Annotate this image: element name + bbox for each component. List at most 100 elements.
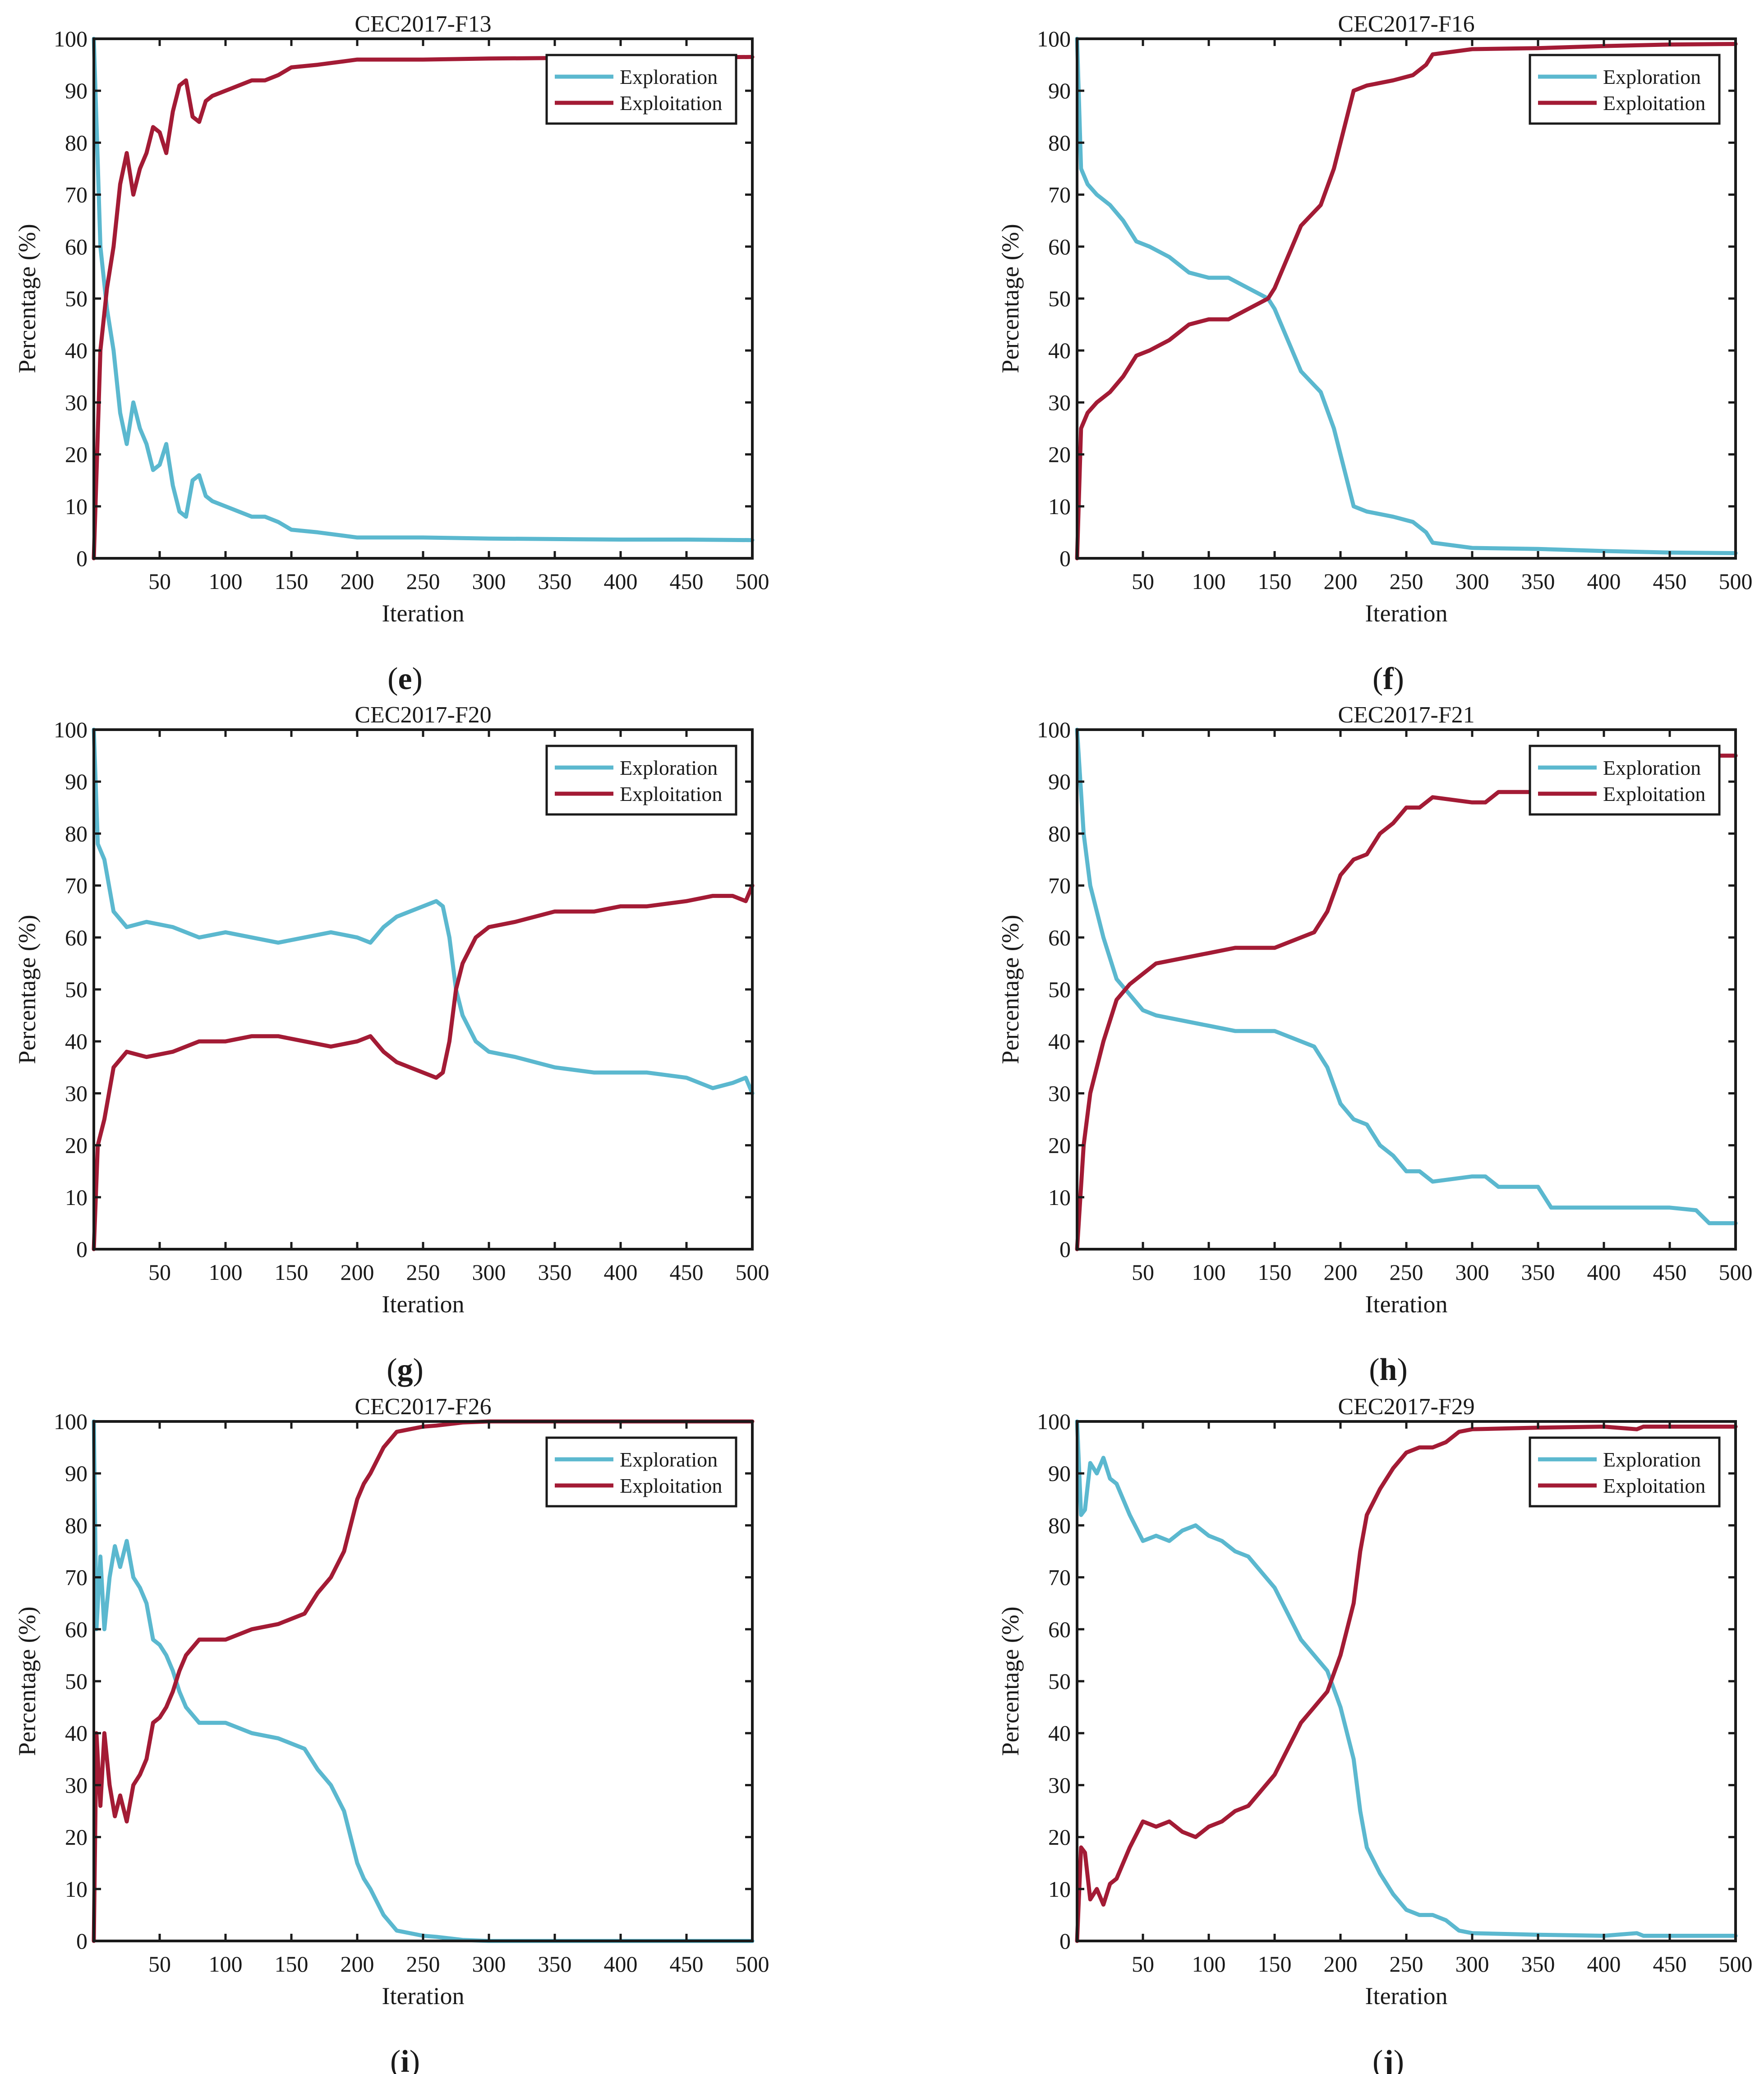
chart-panel-f: 50 100 150 200 250 300 350 400 450 500 0 10 20 30 40 50…	[997, 11, 1753, 696]
caption-letter: i	[401, 2044, 409, 2074]
caption-paren-open: (	[1373, 2044, 1383, 2074]
x-tick-label: 100	[1192, 569, 1226, 594]
legend-label-exploitation: Exploitation	[620, 1474, 722, 1497]
y-tick-label: 100	[1037, 1409, 1071, 1434]
y-tick-label: 20	[1048, 1133, 1071, 1158]
series-line-exploration	[92, 727, 755, 1095]
x-tick-label: 350	[1521, 569, 1555, 594]
series-line-exploitation	[92, 1419, 755, 1943]
panel-caption: (f)	[1373, 662, 1404, 696]
panel-caption: (i)	[390, 2044, 420, 2074]
legend-box	[545, 54, 737, 125]
caption-paren-open: (	[390, 2044, 401, 2074]
legend-box	[1529, 54, 1721, 125]
x-tick-label: 500	[736, 1951, 769, 1977]
legend-label-exploitation: Exploitation	[620, 782, 722, 805]
y-tick-label: 10	[1048, 1185, 1071, 1210]
y-tick-label: 40	[65, 1029, 88, 1054]
series-line-exploration	[1075, 727, 1738, 1225]
legend-label-exploration: Exploration	[1603, 65, 1701, 88]
y-tick-label: 80	[65, 821, 88, 846]
x-tick-label: 50	[1132, 569, 1154, 594]
x-tick-label: 150	[275, 569, 309, 594]
legend-label-exploration: Exploration	[620, 1448, 718, 1471]
legend-label-exploration: Exploration	[620, 65, 718, 88]
caption-paren-open: (	[387, 1352, 397, 1387]
y-tick-label: 50	[1048, 1669, 1071, 1694]
x-tick-label: 100	[209, 1951, 243, 1977]
y-tick-label: 0	[76, 1928, 88, 1954]
y-tick-label: 0	[76, 1237, 88, 1262]
panel-caption: (g)	[387, 1352, 424, 1387]
y-tick-label: 70	[65, 873, 88, 898]
legend-label-exploitation: Exploitation	[1603, 1474, 1705, 1497]
legend-label-exploration: Exploration	[1603, 1448, 1701, 1471]
caption-letter: h	[1380, 1352, 1397, 1387]
x-tick-label: 500	[736, 569, 769, 594]
x-tick-label: 250	[406, 1951, 440, 1977]
chart-panel-j: 50 100 150 200 250 300 350 400 450 500 0 10 20 30 40 50…	[997, 1394, 1753, 2074]
y-tick-label: 30	[1048, 390, 1071, 415]
chart-panel-i: 50 100 150 200 250 300 350 400 450 500 0 10 20 30 40 50…	[14, 1394, 769, 2074]
plot-area	[1077, 1421, 1736, 1941]
y-tick-label: 100	[1037, 26, 1071, 51]
x-tick-label: 400	[604, 1951, 638, 1977]
chart-title: CEC2017-F20	[355, 702, 491, 728]
plot-area	[94, 39, 752, 558]
caption-paren-close: )	[410, 2044, 420, 2074]
y-tick-label: 60	[1048, 1617, 1071, 1642]
y-tick-label: 80	[1048, 130, 1071, 155]
y-tick-label: 10	[65, 1876, 88, 1902]
y-axis-label: Percentage (%)	[14, 224, 41, 373]
caption-letter: f	[1383, 662, 1394, 696]
y-tick-label: 50	[1048, 286, 1071, 311]
y-tick-label: 70	[1048, 1565, 1071, 1590]
x-tick-label: 250	[1390, 1260, 1423, 1285]
y-tick-label: 90	[1048, 1461, 1071, 1486]
chart-title: CEC2017-F21	[1338, 702, 1474, 728]
x-tick-label: 450	[1653, 569, 1687, 594]
x-axis-label: Iteration	[382, 1982, 465, 2010]
y-tick-label: 80	[1048, 1513, 1071, 1538]
y-tick-label: 60	[65, 1617, 88, 1642]
y-tick-label: 90	[65, 78, 88, 103]
x-tick-label: 200	[1324, 1260, 1358, 1285]
x-tick-label: 50	[1132, 1260, 1154, 1285]
caption-paren-close: )	[1394, 662, 1404, 696]
series-line-exploration	[1075, 1419, 1738, 1938]
x-tick-label: 350	[1521, 1260, 1555, 1285]
series-line-exploitation	[92, 55, 755, 561]
x-tick-label: 300	[472, 1260, 506, 1285]
y-tick-label: 30	[1048, 1081, 1071, 1106]
y-tick-label: 30	[65, 1772, 88, 1798]
legend: Exploration Exploitation	[1529, 745, 1721, 816]
chart-title: CEC2017-F13	[355, 11, 491, 37]
chart-panel-g: 50 100 150 200 250 300 350 400 450 500 0 10 20 30 40 50…	[14, 702, 769, 1387]
y-tick-label: 80	[65, 1513, 88, 1538]
x-tick-label: 350	[538, 1951, 572, 1977]
caption-paren-close: )	[1397, 1352, 1407, 1387]
x-tick-label: 450	[670, 1951, 704, 1977]
x-tick-label: 400	[604, 1260, 638, 1285]
y-tick-label: 50	[65, 977, 88, 1002]
y-tick-label: 60	[1048, 234, 1071, 259]
x-tick-label: 200	[341, 569, 374, 594]
legend-box	[1529, 1436, 1721, 1508]
y-tick-label: 10	[1048, 1876, 1071, 1902]
y-tick-label: 50	[1048, 977, 1071, 1002]
caption-letter: e	[398, 662, 412, 696]
y-tick-label: 20	[1048, 442, 1071, 467]
y-tick-label: 0	[76, 546, 88, 571]
y-tick-label: 50	[65, 286, 88, 311]
y-tick-label: 90	[65, 1461, 88, 1486]
x-tick-label: 150	[1258, 1260, 1292, 1285]
y-tick-label: 70	[1048, 873, 1071, 898]
x-tick-label: 200	[1324, 1951, 1358, 1977]
x-tick-label: 250	[406, 569, 440, 594]
x-tick-label: 200	[1324, 569, 1358, 594]
y-tick-label: 30	[65, 390, 88, 415]
y-tick-label: 70	[65, 182, 88, 207]
y-tick-label: 20	[65, 442, 88, 467]
x-tick-label: 350	[1521, 1951, 1555, 1977]
y-tick-label: 20	[65, 1825, 88, 1850]
